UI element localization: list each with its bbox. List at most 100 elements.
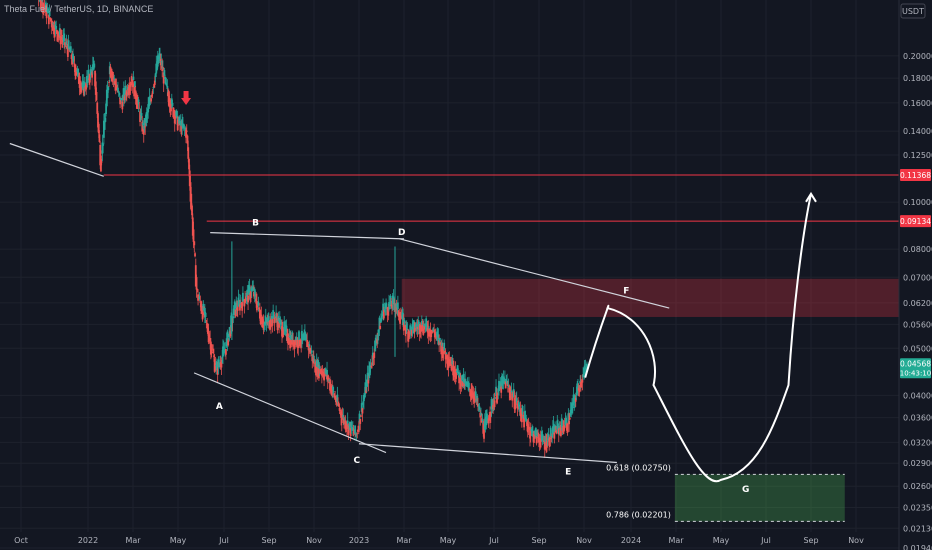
candle-body bbox=[451, 357, 454, 365]
candle-body bbox=[104, 117, 107, 122]
candle-body bbox=[71, 56, 74, 65]
candle-body bbox=[433, 331, 435, 333]
candle-body bbox=[132, 76, 135, 81]
candle-body bbox=[585, 369, 588, 371]
candle-body bbox=[557, 428, 560, 435]
trendline bbox=[9, 142, 104, 177]
candle-body bbox=[494, 398, 497, 399]
candle-body bbox=[575, 392, 578, 396]
candle-body bbox=[578, 385, 581, 393]
candle-body bbox=[47, 8, 50, 14]
candle-body bbox=[234, 309, 237, 317]
candle-body bbox=[439, 342, 442, 344]
candle-body bbox=[546, 441, 548, 448]
candle-body bbox=[536, 430, 539, 437]
candle-body bbox=[94, 70, 96, 87]
x-tick-label: Mar bbox=[125, 536, 141, 545]
x-tick-label: Mar bbox=[396, 536, 412, 545]
candle-body bbox=[313, 359, 316, 361]
candle-body bbox=[364, 382, 367, 394]
candle-body bbox=[203, 307, 206, 315]
x-tick-label: Nov bbox=[576, 536, 592, 545]
candle-body bbox=[379, 325, 382, 330]
candle-body bbox=[166, 85, 169, 90]
wave-label-d: D bbox=[398, 228, 405, 238]
candle-body bbox=[509, 389, 511, 398]
candle-body bbox=[187, 147, 190, 159]
candle-body bbox=[346, 420, 349, 424]
candle-body bbox=[291, 332, 294, 341]
candle-body bbox=[412, 320, 415, 329]
candle-body bbox=[96, 102, 99, 114]
candle-body bbox=[226, 331, 229, 344]
candle-body bbox=[159, 53, 161, 56]
projection-arrow-icon bbox=[805, 191, 817, 203]
candle-body bbox=[181, 119, 184, 127]
candle-body bbox=[156, 66, 158, 71]
candle-body bbox=[434, 333, 437, 335]
currency-button[interactable] bbox=[900, 3, 926, 19]
candle-body bbox=[474, 391, 477, 396]
candle-body bbox=[503, 378, 506, 381]
candle-body bbox=[566, 423, 569, 433]
candle-body bbox=[239, 302, 242, 304]
candle-body bbox=[506, 380, 509, 384]
candle-body bbox=[420, 324, 423, 332]
candle-body bbox=[568, 420, 570, 425]
candle-body bbox=[423, 324, 425, 326]
candle-body bbox=[97, 123, 100, 134]
candle-body bbox=[410, 330, 413, 336]
candle-body bbox=[586, 363, 588, 370]
candle-body bbox=[529, 429, 532, 436]
candle-body bbox=[565, 417, 568, 425]
candle-body bbox=[492, 405, 494, 410]
candle-body bbox=[233, 301, 236, 312]
candle-body bbox=[361, 408, 364, 414]
candle-body bbox=[382, 309, 385, 319]
candle-body bbox=[193, 241, 196, 246]
candle-body bbox=[49, 17, 52, 20]
candle-body bbox=[105, 103, 108, 114]
candle-body bbox=[216, 362, 218, 370]
fib-levels: 0.618 (0.02750) 0.786 (0.02201) bbox=[606, 463, 845, 522]
candle-body bbox=[511, 393, 514, 401]
candle-body bbox=[332, 386, 334, 390]
candle-body bbox=[45, 2, 47, 9]
candle-body bbox=[547, 434, 550, 440]
candle-body bbox=[327, 377, 330, 381]
candle-body bbox=[481, 419, 484, 422]
candle-body bbox=[323, 372, 325, 381]
candle-body bbox=[414, 328, 417, 330]
candle-body bbox=[495, 386, 497, 397]
candle-body bbox=[541, 434, 544, 441]
candle-body bbox=[383, 309, 386, 311]
candle-body bbox=[427, 328, 430, 337]
candle-body bbox=[144, 126, 147, 128]
candle-body bbox=[365, 390, 368, 393]
candle-body bbox=[473, 393, 476, 402]
candle-body bbox=[343, 418, 345, 424]
candle-body bbox=[183, 127, 186, 129]
candle-body bbox=[42, 2, 44, 14]
candle-body bbox=[515, 398, 518, 403]
candle-body bbox=[176, 119, 179, 131]
candle-body bbox=[170, 101, 172, 112]
candle-body bbox=[430, 329, 433, 338]
candle-body bbox=[324, 368, 327, 374]
candle-body bbox=[432, 327, 435, 332]
candle-body bbox=[270, 316, 273, 320]
candle-body bbox=[357, 426, 360, 433]
trendline bbox=[210, 232, 405, 240]
candle-body bbox=[305, 334, 308, 341]
candle-body bbox=[463, 382, 466, 387]
candle-body bbox=[289, 338, 292, 349]
candle-body bbox=[206, 323, 209, 325]
wave-label-c: C bbox=[353, 456, 360, 466]
candle-body bbox=[195, 277, 198, 290]
candle-body bbox=[93, 63, 96, 68]
